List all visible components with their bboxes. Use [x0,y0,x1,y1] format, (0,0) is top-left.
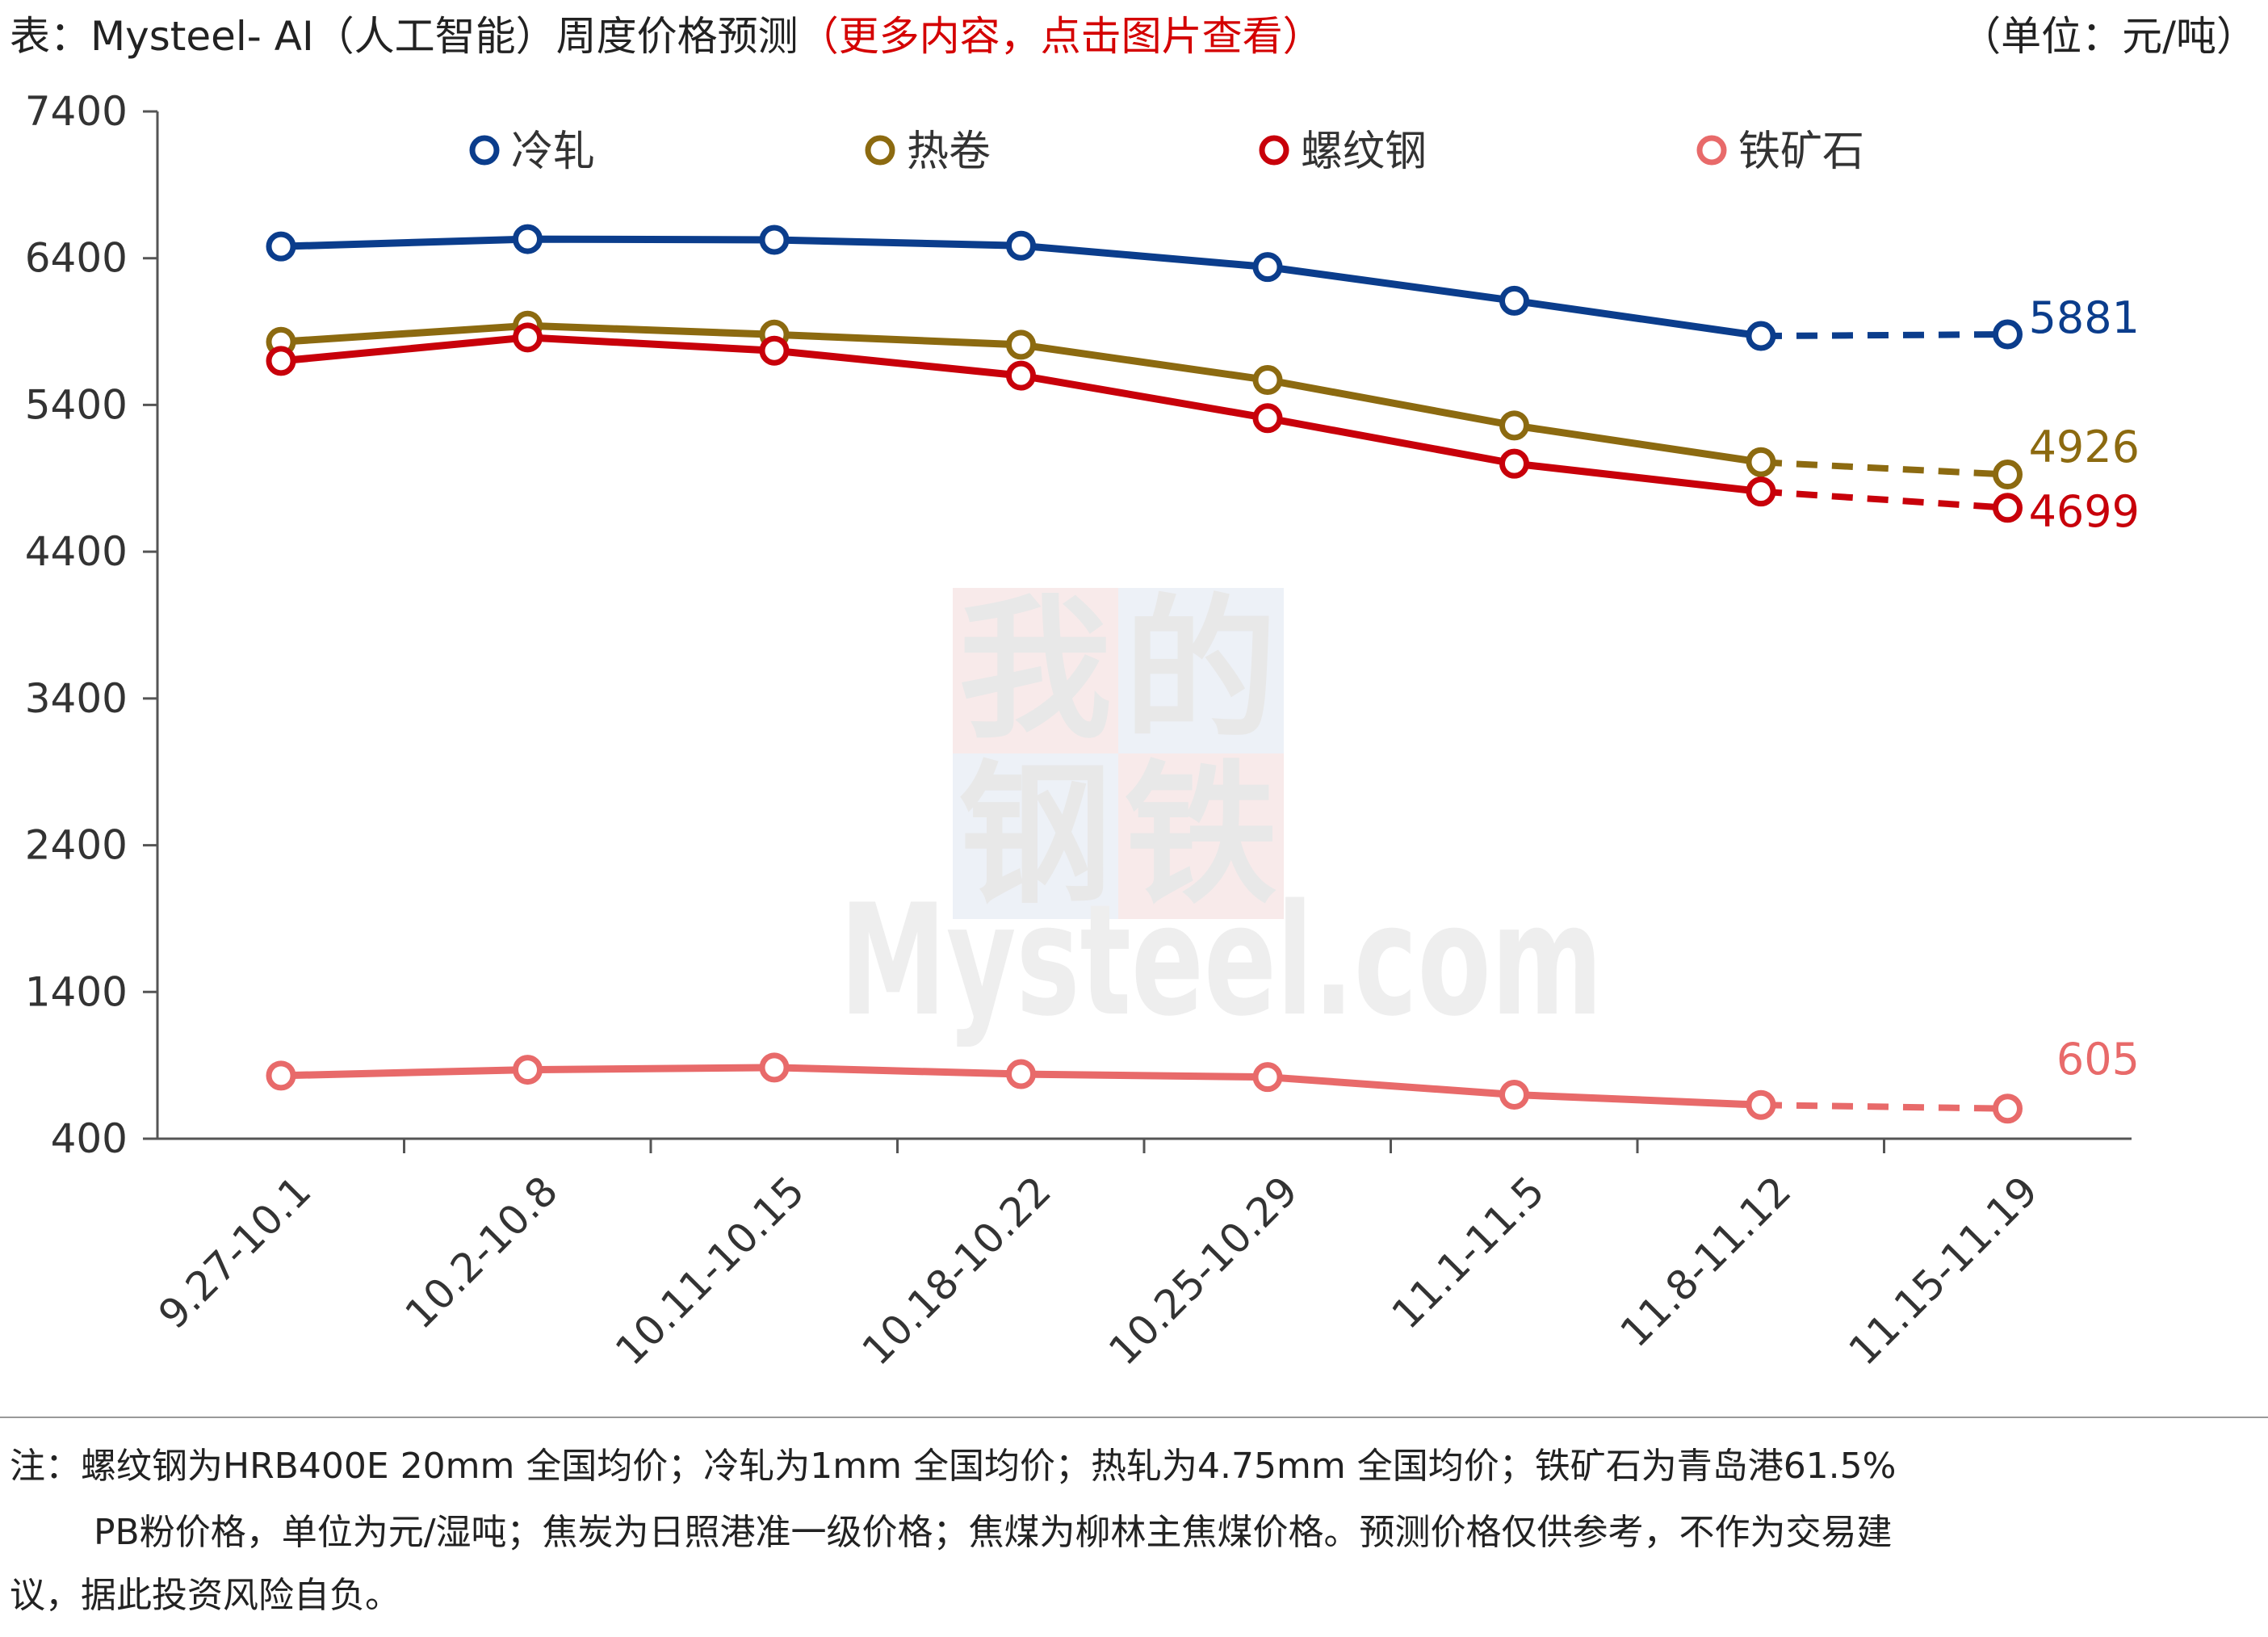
y-tick-label: 6400 [25,235,128,282]
data-point [1499,448,1529,479]
watermark-char-1: 我 [958,581,1112,759]
data-point [759,1052,790,1083]
x-tick-label: 11.1-11.5 [1383,1167,1553,1337]
data-point [513,322,543,353]
data-point [759,225,790,255]
data-point [1499,410,1529,441]
data-point [1252,252,1283,283]
data-point [759,335,790,366]
series-3: 4699 [266,322,2140,537]
legend-marker [1696,135,1727,166]
x-tick-label: 10.2-10.8 [396,1167,567,1337]
data-point [1006,360,1036,391]
legend-label: 热卷 [907,128,991,176]
data-point [1252,403,1283,434]
unit-label: （单位：元/吨） [1960,13,2257,60]
series-4: 605 [266,1034,2140,1124]
end-value-label: 605 [2056,1034,2140,1085]
data-point [513,224,543,254]
x-tick-label: 10.18-10.22 [853,1167,1060,1374]
data-point [1993,493,2023,523]
y-tick-label: 1400 [25,968,128,1015]
data-point [1499,1079,1529,1110]
watermark-char-2: 的 [1124,581,1277,759]
legend-label: 冷轧 [511,128,595,176]
data-point [1746,321,1776,351]
data-point [1993,460,2023,490]
data-point [1746,1089,1776,1120]
series-1: 5881 [266,224,2140,351]
watermark-tile-3 [953,753,1118,919]
series-forecast-line [1760,488,2008,511]
x-tick-label: 10.11-10.15 [606,1167,813,1374]
y-tick-label: 7400 [25,88,128,135]
data-point [1006,329,1036,360]
plot-area: 5881 4926 4699 605 [266,224,2140,1124]
series-forecast-line [1760,459,2008,478]
y-tick-label: 4400 [25,528,128,575]
legend: 冷轧 热卷 螺纹钢 铁矿石 [469,128,1864,176]
x-tick-label: 10.25-10.29 [1100,1167,1306,1374]
data-point [1993,319,2023,350]
chart-title: 表：Mysteel- AI（人工智能）周度价格预测（更多内容，点击图片查看） [10,13,1323,60]
data-point [1746,476,1776,507]
end-value-label: 4926 [2029,422,2140,472]
y-tick-label: 2400 [25,822,128,869]
x-tick-label: 11.15-11.19 [1840,1167,2047,1374]
note-line-1: 注：螺纹钢为HRB400E 20mm 全国均价；冷轧为1mm 全国均价；热轧为4… [10,1446,1896,1487]
y-tick-label: 400 [51,1115,128,1162]
legend-marker [1259,135,1289,166]
end-value-label: 5881 [2029,292,2140,343]
chart-title-main: 表：Mysteel- AI（人工智能）周度价格预测 [10,13,799,60]
watermark-char-3: 钢 [958,746,1112,925]
legend-label: 铁矿石 [1738,128,1864,176]
data-point [1006,230,1036,261]
data-point [513,1055,543,1085]
data-point [266,1060,296,1091]
series-line [280,334,1762,496]
series-forecast-line [1760,331,2008,340]
data-point [1746,447,1776,477]
note-line-2: PB粉价格，单位为元/湿吨；焦炭为日照港准一级价格；焦煤为柳林主焦煤价格。预测价… [94,1512,1893,1553]
note-line-3: 议，据此投资风险自负。 [10,1575,400,1616]
data-point [266,346,296,376]
y-tick-label: 3400 [25,675,128,722]
data-point [266,231,296,262]
data-point [1252,365,1283,396]
x-tick-label: 9.27-10.1 [149,1167,320,1337]
data-point [1499,285,1529,316]
watermark-tile-1 [953,588,1118,753]
data-point [1006,1059,1036,1089]
y-tick-label: 5400 [25,381,128,428]
data-point [1993,1093,2023,1124]
watermark-tile-4 [1118,753,1284,919]
data-point [1252,1062,1283,1093]
watermark-tile-2 [1118,588,1284,753]
end-value-label: 4699 [2029,486,2140,537]
watermark-char-4: 铁 [1124,746,1277,925]
watermark: 我 的 钢 铁 Mysteel.com [840,581,1603,1050]
chart-title-link[interactable]: （更多内容，点击图片查看） [799,13,1323,60]
series-forecast-line [1760,1102,2008,1112]
legend-marker [469,135,500,166]
legend-marker [865,135,895,166]
x-tick-label: 11.8-11.12 [1612,1167,1801,1356]
legend-label: 螺纹钢 [1301,128,1427,176]
watermark-url: Mysteel.com [840,871,1603,1050]
